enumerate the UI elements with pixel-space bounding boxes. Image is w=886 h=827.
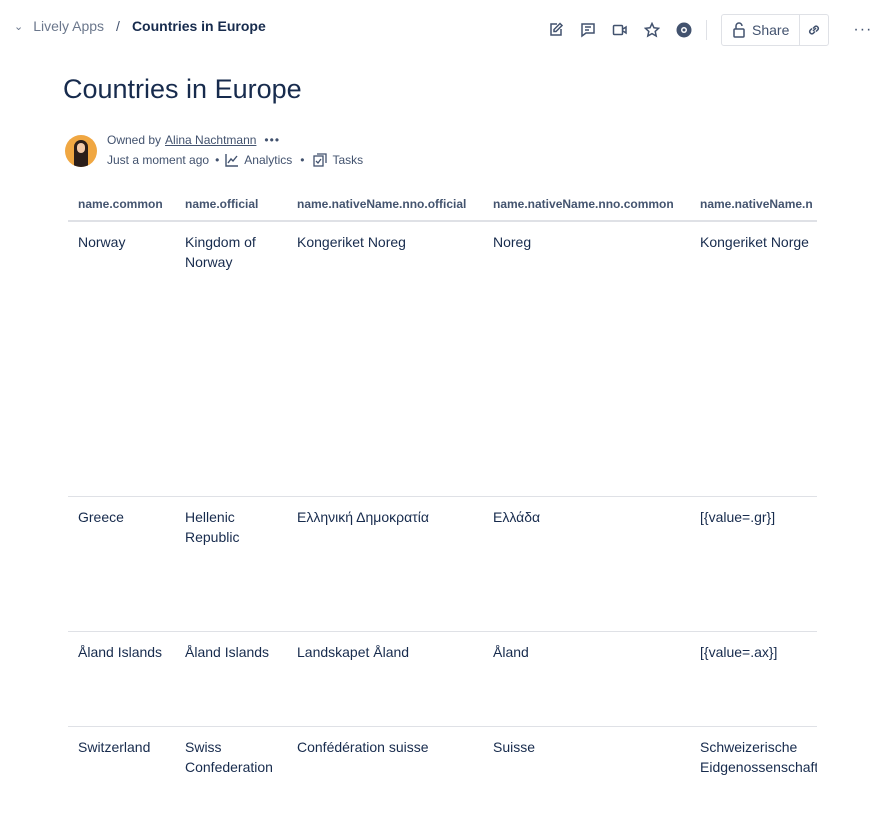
edit-icon[interactable] [540, 17, 572, 43]
table-cell: Kongeriket Norge [690, 221, 817, 497]
table-cell: [{value=.gr}] [690, 496, 817, 632]
column-header[interactable]: name.nativeName.nno.official [287, 188, 483, 222]
column-header[interactable]: name.official [175, 188, 287, 222]
unlock-icon [733, 22, 745, 38]
comment-icon[interactable] [572, 17, 604, 43]
table-cell: Swiss Confederation [185, 738, 273, 775]
avatar[interactable] [65, 135, 97, 167]
column-header[interactable]: name.nativeName.n [690, 188, 817, 222]
analytics-icon [225, 154, 239, 167]
tasks-link[interactable]: Tasks [332, 153, 364, 167]
owned-by-label: Owned by [107, 133, 162, 147]
table-cell: Switzerland [78, 738, 151, 755]
table-row: Åland Islands Åland Islands Landskapet Å… [68, 631, 817, 727]
column-header[interactable]: name.common [68, 188, 175, 222]
table-header-row: name.common name.official name.nativeNam… [68, 188, 817, 222]
table-cell: Schweizerische Eidgenossenschaft [700, 738, 817, 775]
top-bar: ⌄ Lively Apps / Countries in Europe Shar… [0, 0, 886, 54]
owner-link[interactable]: Alina Nachtmann [165, 133, 257, 147]
table-cell: Greece [68, 496, 175, 632]
table-cell: Kingdom of Norway [175, 221, 287, 497]
link-icon [809, 25, 820, 35]
countries-table: name.common name.official name.nativeNam… [68, 188, 817, 821]
breadcrumb-space[interactable]: Lively Apps [33, 18, 105, 34]
share-group: Share [721, 14, 830, 46]
page-byline: Owned by Alina Nachtmann ••• Just a mome… [65, 132, 363, 172]
table-cell: Suisse [493, 738, 536, 755]
table-cell: Noreg [483, 221, 690, 497]
table-cell: Landskapet Åland [287, 631, 483, 727]
column-header[interactable]: name.nativeName.nno.common [483, 188, 690, 222]
breadcrumb-current[interactable]: Countries in Europe [131, 18, 266, 34]
table-cell: Åland [483, 631, 690, 727]
share-label: Share [752, 22, 790, 38]
table-cell: [{value=.ax}] [690, 631, 817, 727]
table-cell: Ελλάδα [483, 496, 690, 632]
copy-link-button[interactable] [799, 15, 828, 45]
table-cell: Hellenic Republic [175, 496, 287, 632]
analytics-link[interactable]: Analytics [244, 153, 293, 167]
breadcrumb-separator: / [116, 18, 120, 34]
more-icon[interactable]: ••• [264, 133, 281, 147]
table-cell: Åland Islands [175, 631, 287, 727]
table-cell: Åland Islands [68, 631, 175, 727]
table-row: Greece Hellenic Republic Ελληνική Δημοκρ… [68, 496, 817, 632]
page-title: Countries in Europe [63, 74, 302, 104]
table-cell: Ελληνική Δημοκρατία [287, 496, 483, 632]
divider [706, 20, 707, 40]
video-icon[interactable] [604, 17, 636, 43]
tasks-icon [312, 153, 327, 167]
chevron-down-icon[interactable]: ⌄ [14, 20, 24, 33]
share-button[interactable]: Share [722, 15, 799, 45]
table-row: Norway Kingdom of Norway Kongeriket Nore… [68, 221, 817, 497]
breadcrumb: ⌄ Lively Apps / Countries in Europe [14, 18, 266, 34]
table-cell: Confédération suisse [297, 738, 429, 755]
watch-icon[interactable] [668, 17, 700, 43]
more-options-icon[interactable]: ··· [853, 21, 873, 38]
table-cell: Kongeriket Noreg [287, 221, 483, 497]
table-row: Switzerland Swiss Confederation Confédér… [68, 726, 817, 821]
updated-time: Just a moment ago [107, 153, 210, 167]
table-cell: Norway [68, 221, 175, 497]
star-icon[interactable] [636, 17, 668, 43]
